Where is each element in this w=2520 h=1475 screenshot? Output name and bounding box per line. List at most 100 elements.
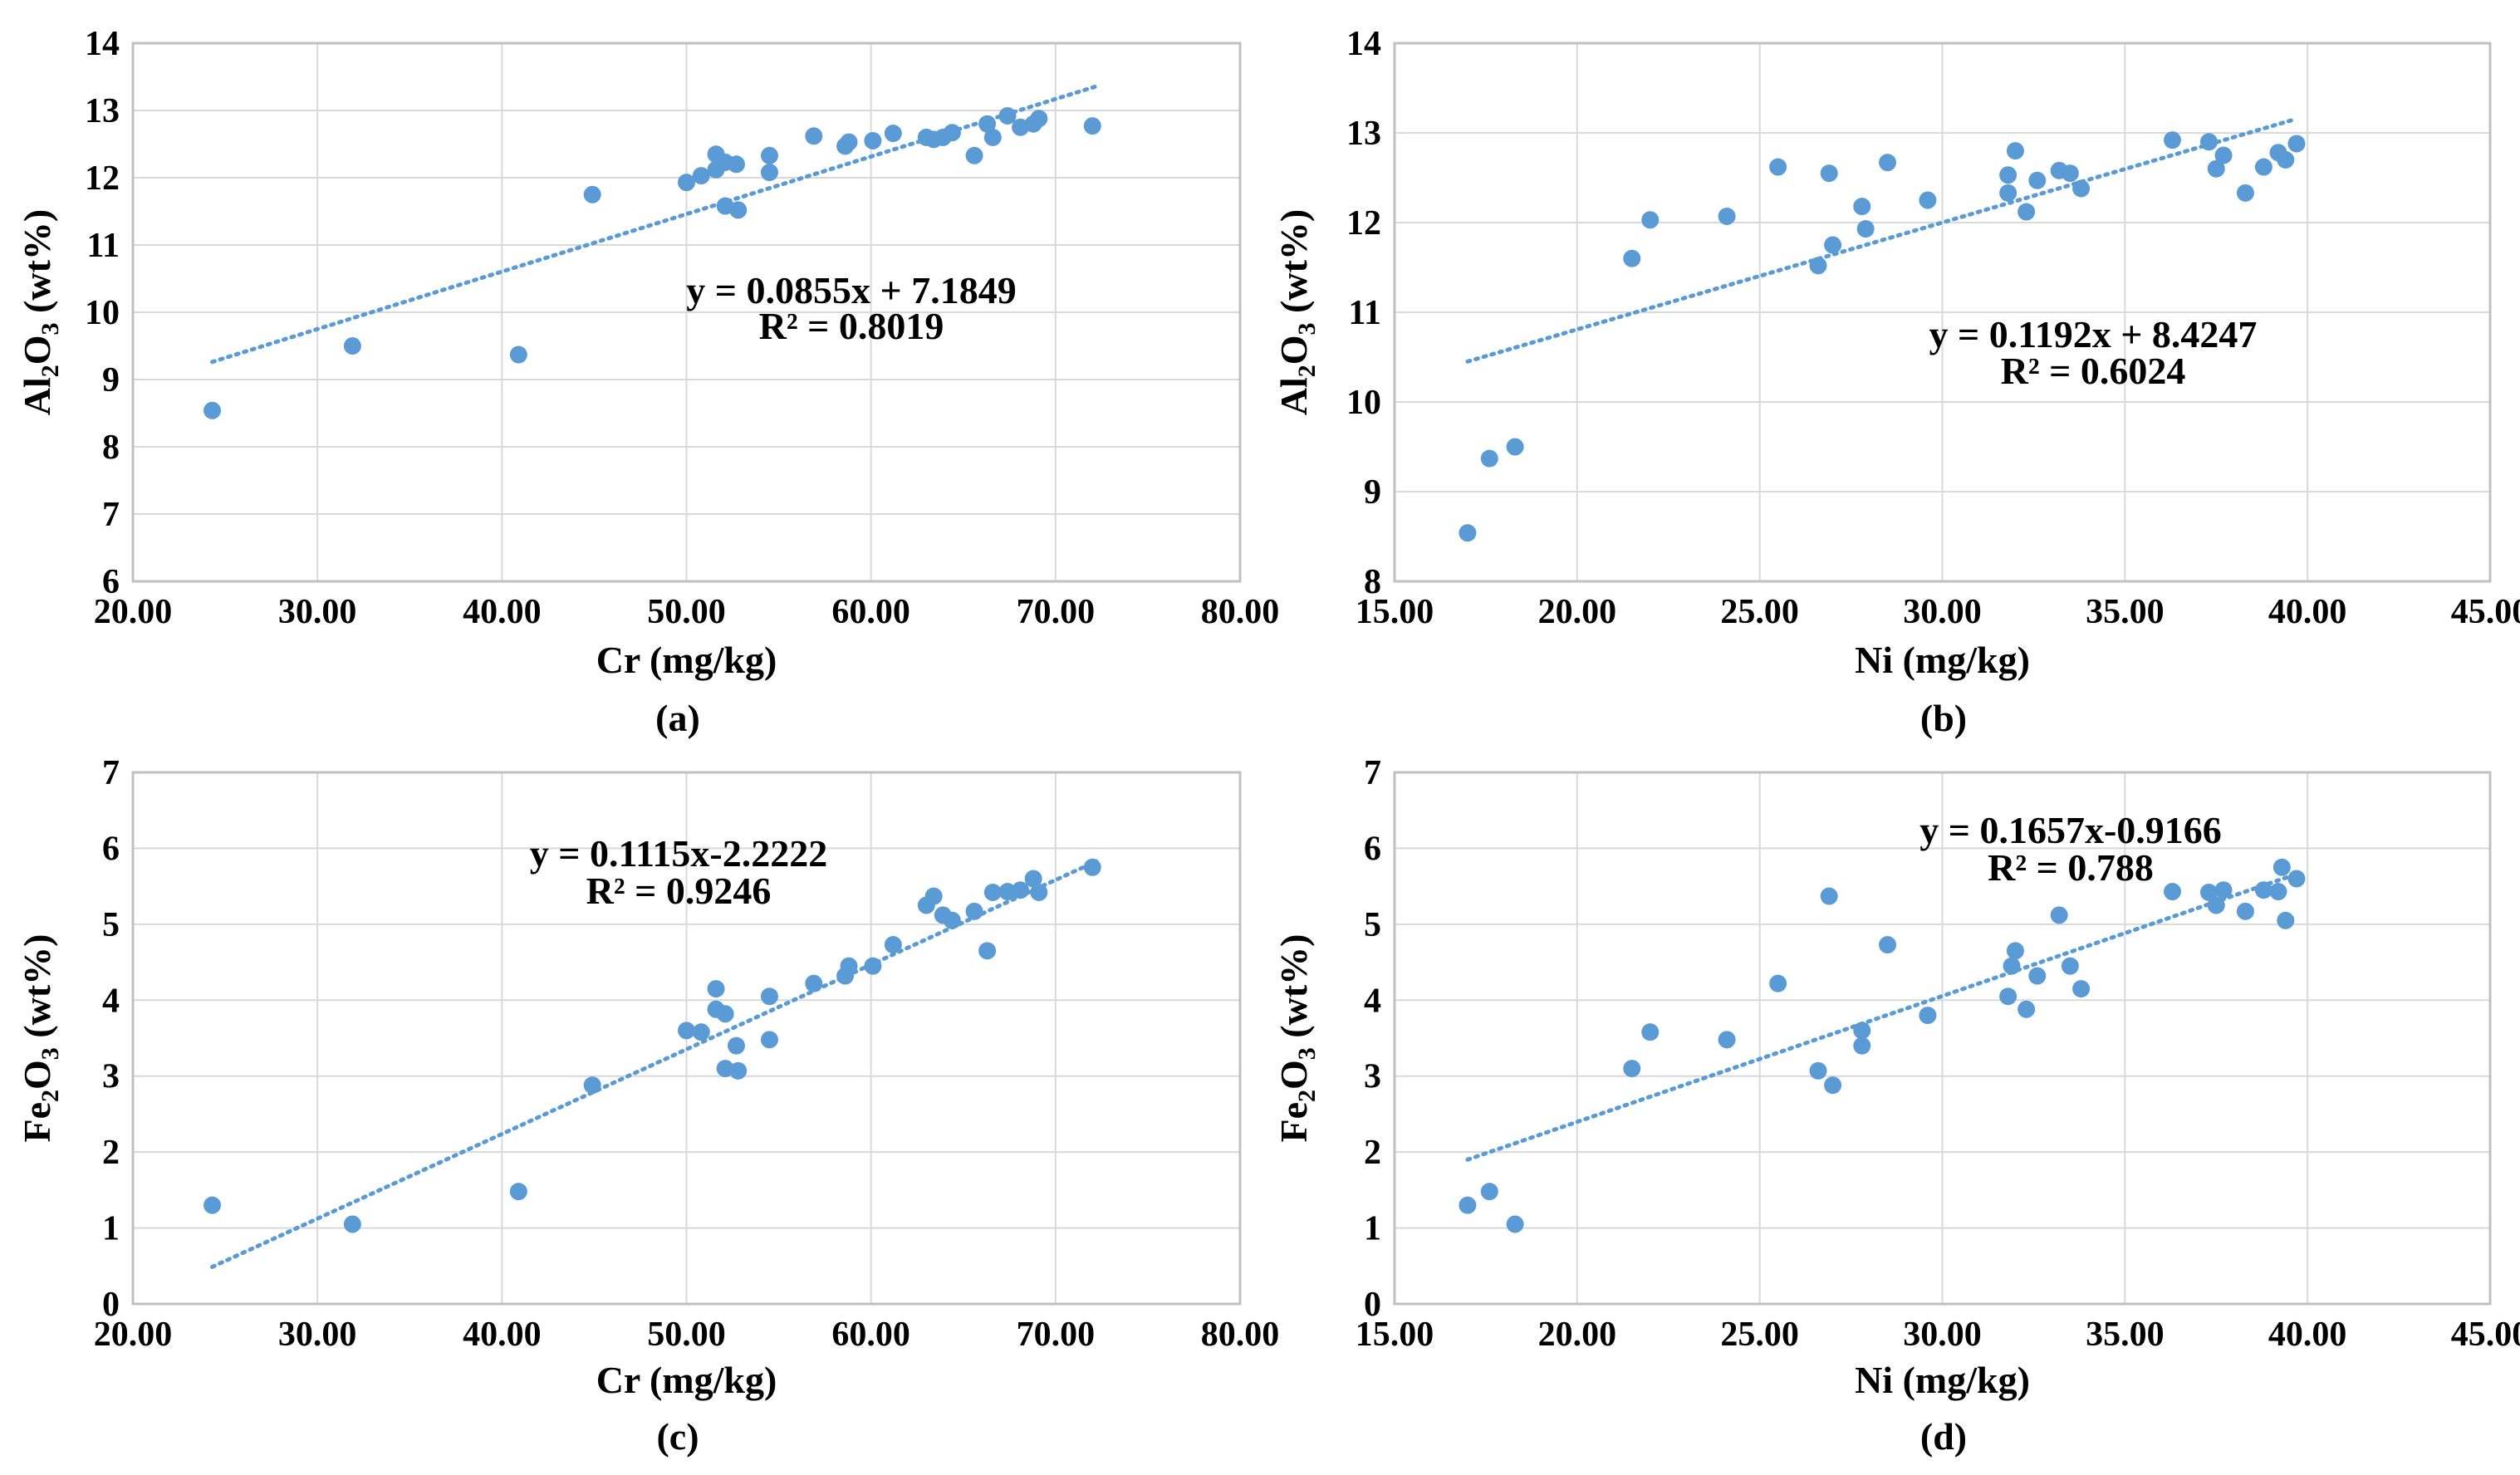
y-axis-label-part: Fe: [1272, 1102, 1315, 1143]
x-tick-label: 15.00: [1356, 593, 1434, 631]
y-axis-label-part: (wt%): [1272, 209, 1315, 323]
x-tick-label: 30.00: [1903, 593, 1982, 631]
y-tick-label: 0: [102, 1286, 120, 1324]
data-point: [805, 127, 823, 145]
data-point: [1856, 220, 1875, 238]
data-point: [729, 201, 748, 219]
data-point: [1853, 1022, 1871, 1040]
data-point: [1853, 198, 1871, 216]
data-point: [1012, 881, 1030, 899]
data-point: [1820, 887, 1838, 905]
r-squared-label: R² = 0.788: [1988, 846, 2154, 889]
data-point: [2214, 881, 2233, 899]
chart-panel-3: 20.00 30.00 40.00 50.00 60.00 70.00 80.00 0 1 2 3 4…: [16, 754, 1279, 1458]
y-tick-label: 10: [85, 294, 120, 332]
y-tick-label: 8: [102, 429, 120, 467]
panel-caption: (d): [1920, 1415, 1967, 1458]
data-point: [2061, 164, 2079, 183]
data-point: [998, 883, 1017, 901]
y-axis-label-part: (wt%): [16, 934, 58, 1048]
data-point: [2199, 883, 2218, 901]
x-axis-label: Ni (mg/kg): [1855, 1359, 2030, 1401]
data-point: [727, 155, 745, 174]
data-point: [760, 164, 778, 182]
data-point: [2277, 150, 2295, 169]
plot-area-frame: [1393, 42, 2492, 583]
data-point: [943, 911, 961, 929]
y-tick-label: 14: [1346, 25, 1381, 63]
data-point: [1853, 1036, 1871, 1055]
data-point: [1820, 164, 1838, 183]
y-tick-label: 7: [102, 496, 120, 534]
data-point: [1030, 110, 1048, 128]
y-tick-label: 6: [102, 830, 120, 868]
y-tick-label: 1: [102, 1210, 120, 1248]
x-tick-label: 70.00: [1017, 593, 1096, 631]
r-squared-label: R² = 0.9246: [586, 870, 772, 912]
data-point: [805, 974, 823, 992]
data-point: [2254, 158, 2272, 176]
data-point: [1641, 211, 1660, 229]
y-tick-label: 11: [86, 227, 120, 265]
y-tick-label: 12: [1346, 204, 1381, 243]
regression-equation: y = 0.1192x + 8.4247: [1929, 313, 2258, 355]
r-squared-label: R² = 0.8019: [759, 305, 944, 347]
data-point: [1999, 184, 2017, 202]
x-tick-label: 20.00: [94, 593, 173, 631]
data-point: [583, 1076, 601, 1095]
data-point: [998, 106, 1017, 125]
x-tick-label: 80.00: [1201, 593, 1280, 631]
data-point: [978, 942, 997, 960]
data-point: [1083, 117, 1101, 135]
y-tick-label: 7: [1364, 754, 1381, 792]
trend-line: [210, 84, 1099, 365]
y-axis-label-subscript: 3: [1293, 322, 1321, 335]
data-point: [2028, 171, 2047, 189]
data-point: [1809, 1061, 1827, 1080]
data-point: [1919, 1007, 1937, 1025]
data-point: [716, 1005, 734, 1023]
data-point: [2061, 957, 2079, 975]
data-point: [729, 1061, 748, 1080]
panel-caption: (b): [1920, 697, 1967, 739]
y-tick-label: 8: [1364, 563, 1381, 601]
x-tick-label: 20.00: [1538, 1316, 1617, 1354]
data-point: [1999, 166, 2017, 184]
data-point: [965, 146, 983, 164]
data-point: [2006, 142, 2024, 160]
data-point: [2236, 902, 2254, 920]
y-tick-label: 3: [102, 1058, 120, 1096]
data-point: [1623, 1060, 1641, 1078]
x-tick-label: 15.00: [1356, 1316, 1434, 1354]
y-axis-label-subscript: 2: [37, 365, 64, 377]
data-point: [840, 957, 858, 975]
r-squared-label: R² = 0.6024: [2001, 350, 2186, 392]
data-point: [1641, 1023, 1660, 1041]
data-point: [965, 902, 983, 920]
x-tick-label: 45.00: [2451, 1316, 2520, 1354]
x-tick-label: 30.00: [1903, 1316, 1982, 1354]
data-point: [1809, 257, 1827, 275]
data-point: [203, 401, 222, 419]
data-point: [1919, 191, 1937, 209]
trend-line: [1465, 871, 2299, 1162]
data-point: [983, 883, 1002, 901]
data-point: [583, 185, 601, 203]
data-point: [1024, 870, 1042, 888]
data-point: [1459, 1196, 1477, 1214]
data-point: [760, 146, 778, 164]
data-point: [2214, 146, 2233, 164]
data-point: [678, 1022, 695, 1040]
data-point: [1480, 1183, 1498, 1201]
chart-panel-1: 20.00 30.00 40.00 50.00 60.00 70.00 80.00 6 7 8 9 1…: [16, 25, 1279, 739]
x-tick-label: 40.00: [463, 1316, 542, 1354]
y-tick-label: 14: [85, 25, 120, 63]
data-point: [884, 936, 902, 954]
y-axis-label-subscript: 2: [1293, 365, 1321, 377]
data-point: [864, 131, 882, 149]
data-point: [943, 124, 961, 142]
data-point: [2072, 179, 2091, 198]
data-point: [2050, 906, 2068, 924]
y-tick-label: 0: [1364, 1286, 1381, 1324]
